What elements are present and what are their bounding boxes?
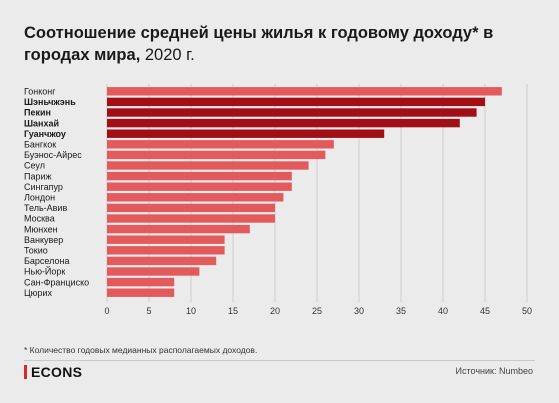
bar <box>107 224 250 234</box>
x-tick-label: 45 <box>480 306 490 316</box>
bar <box>107 171 292 181</box>
category-label: Цюрих <box>24 288 52 298</box>
category-label: Сеул <box>24 161 45 171</box>
logo-text: ECONS <box>31 364 83 380</box>
category-label: Шэньчжэнь <box>24 97 76 107</box>
title-year: 2020 г. <box>140 46 195 64</box>
x-tick-label: 5 <box>146 306 151 316</box>
category-label: Лондон <box>24 193 55 203</box>
bar <box>107 108 477 117</box>
title-main: Соотношение средней цены жилья к годовом… <box>24 24 494 64</box>
logo-accent-bar <box>24 365 27 379</box>
bar <box>107 193 284 202</box>
category-label: Нью-Йорк <box>24 266 65 277</box>
bar <box>107 288 175 297</box>
category-label: Мюнхен <box>24 224 58 234</box>
category-label: Буэнос-Айрес <box>24 150 82 160</box>
category-label: Сан-Франциско <box>24 277 89 287</box>
category-label: Бангкок <box>24 140 56 150</box>
bar <box>107 161 309 170</box>
category-label: Барселона <box>24 256 69 266</box>
category-label: Тель-Авив <box>24 203 67 213</box>
category-label: Москва <box>24 214 55 224</box>
category-label: Гуанчжоу <box>24 129 66 139</box>
category-label: Токио <box>24 246 48 256</box>
x-tick-label: 10 <box>186 306 196 316</box>
bar <box>107 118 460 128</box>
econs-logo: ECONS <box>24 364 82 380</box>
bar <box>107 203 275 213</box>
bar <box>107 235 225 244</box>
source-note: Источник: Numbeo <box>455 366 533 376</box>
bar <box>107 97 485 107</box>
x-tick-label: 40 <box>438 306 448 316</box>
bar <box>107 150 326 160</box>
bar <box>107 246 225 255</box>
bar <box>107 129 385 138</box>
category-label: Париж <box>24 171 52 181</box>
bar <box>107 87 502 96</box>
footer-divider <box>24 360 535 361</box>
category-label: Шанхай <box>24 118 59 128</box>
category-label: Пекин <box>24 108 51 118</box>
x-tick-label: 35 <box>396 306 406 316</box>
bar <box>107 256 217 266</box>
category-label: Ванкувер <box>24 235 63 245</box>
chart-title: Соотношение средней цены жилья к годовом… <box>24 22 534 66</box>
bar-chart: 0 5 10 15 20 25 30 35 40 45 50 ГонконгШэньчжэньПеки… <box>24 84 532 316</box>
category-label: Гонконг <box>24 87 56 97</box>
bar <box>107 214 275 223</box>
x-tick-label: 30 <box>354 306 364 316</box>
bar <box>107 182 292 191</box>
footnote: * Количество годовых медианных располага… <box>24 345 258 355</box>
bar <box>107 277 175 287</box>
x-tick-label: 25 <box>312 306 322 316</box>
bar <box>107 140 334 149</box>
bar <box>107 267 200 276</box>
x-tick-label: 20 <box>270 306 280 316</box>
category-label: Сингапур <box>24 182 63 192</box>
x-tick-label: 50 <box>522 306 532 316</box>
x-tick-label: 0 <box>104 306 109 316</box>
x-tick-label: 15 <box>228 306 238 316</box>
